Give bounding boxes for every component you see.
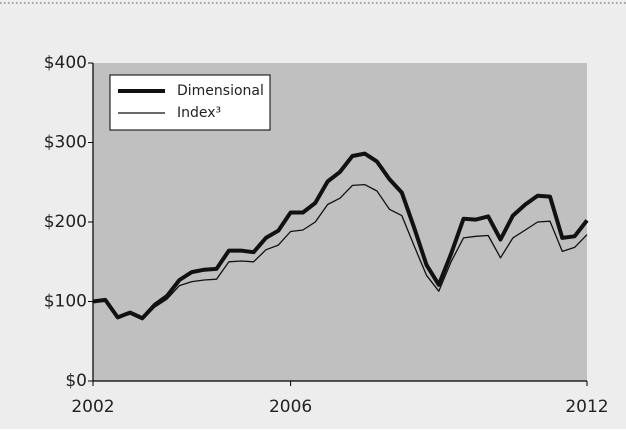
legend-label: Index³ xyxy=(177,105,221,121)
x-tick-label: 2012 xyxy=(565,397,608,417)
y-tick-label: $100 xyxy=(44,292,87,312)
series-line xyxy=(92,151,589,321)
legend: Dimensional Index³ xyxy=(109,74,271,131)
y-tick-label: $0 xyxy=(65,371,87,391)
y-tick-label: $300 xyxy=(44,133,87,153)
legend-label: Dimensional xyxy=(177,83,264,99)
y-tick-label: $200 xyxy=(44,212,87,232)
x-tick-label: 2002 xyxy=(71,397,114,417)
series-line xyxy=(93,183,588,321)
legend-box xyxy=(109,74,271,131)
x-tick-label: 2006 xyxy=(269,397,312,417)
y-tick-label: $400 xyxy=(44,53,87,73)
